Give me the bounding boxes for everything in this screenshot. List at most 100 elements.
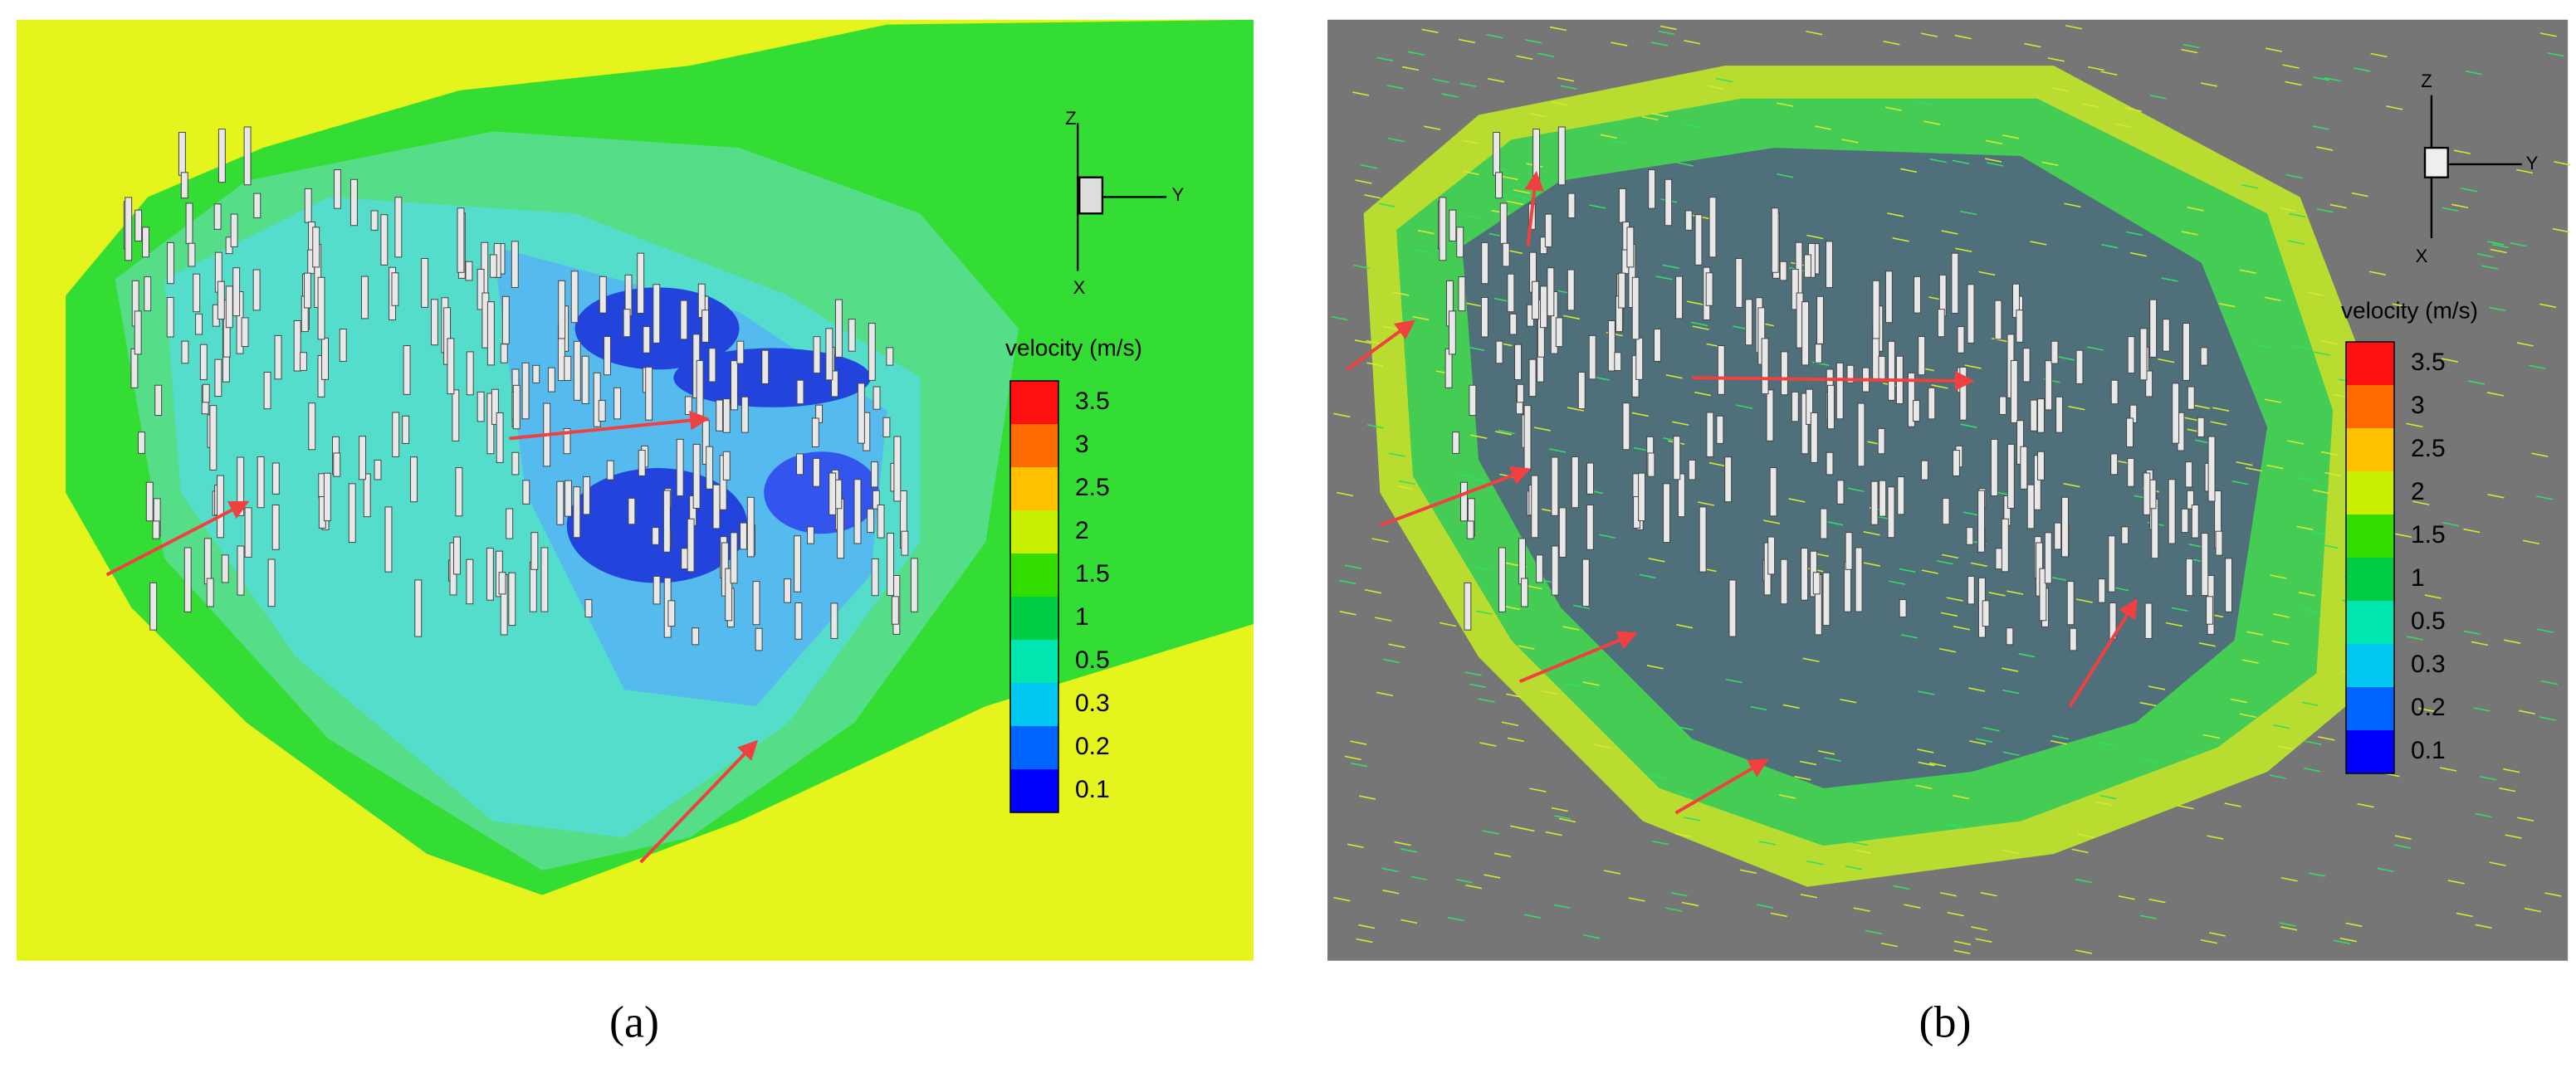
flow-vector bbox=[2394, 533, 2412, 539]
flow-vector bbox=[1854, 849, 1871, 854]
building bbox=[692, 443, 701, 509]
building bbox=[1708, 197, 1717, 258]
axis-label-x: X bbox=[1073, 277, 1086, 298]
building bbox=[1502, 242, 1510, 267]
building bbox=[522, 480, 530, 505]
flow-vector bbox=[2491, 243, 2509, 249]
building bbox=[1469, 384, 1477, 417]
flow-vector bbox=[2544, 892, 2562, 897]
building bbox=[2061, 496, 2069, 558]
legend-label: 0.3 bbox=[2411, 651, 2446, 678]
legend-swatch bbox=[2346, 644, 2394, 687]
building bbox=[1912, 400, 1920, 422]
flow-vector bbox=[2241, 184, 2259, 189]
building bbox=[1884, 271, 1893, 324]
flow-vector bbox=[2354, 67, 2371, 72]
building bbox=[1952, 450, 1960, 476]
flow-vector bbox=[1479, 742, 1497, 747]
flow-vector bbox=[1558, 817, 1576, 823]
building bbox=[645, 366, 653, 421]
flow-vector bbox=[2273, 724, 2290, 729]
flow-vector bbox=[2049, 576, 2066, 581]
building bbox=[830, 370, 838, 397]
building bbox=[1448, 310, 1456, 355]
flow-vector bbox=[1953, 940, 1971, 946]
flow-vector bbox=[2312, 125, 2329, 130]
flow-vector bbox=[2183, 749, 2200, 754]
flow-vector bbox=[2312, 76, 2330, 81]
flow-vector bbox=[1439, 622, 1457, 627]
legend-swatch bbox=[1010, 683, 1058, 726]
building bbox=[811, 417, 819, 447]
flow-vector bbox=[1511, 194, 1529, 199]
building bbox=[653, 284, 661, 344]
legend-label: 2.5 bbox=[2411, 435, 2446, 462]
building bbox=[447, 338, 455, 395]
flow-vector bbox=[1400, 919, 1418, 924]
legend-label: 2 bbox=[2411, 478, 2425, 505]
flow-vector bbox=[2531, 452, 2549, 457]
building bbox=[237, 545, 245, 596]
flow-vector bbox=[2316, 207, 2334, 213]
flow-vector bbox=[2047, 57, 2065, 62]
flow-vector bbox=[1697, 501, 1715, 506]
flow-vector bbox=[2050, 739, 2067, 745]
flow-vector bbox=[1466, 302, 1484, 308]
flow-vector bbox=[2230, 698, 2247, 704]
building bbox=[794, 602, 803, 640]
building bbox=[217, 475, 224, 539]
building bbox=[2054, 522, 2062, 550]
building bbox=[882, 417, 891, 437]
building bbox=[676, 438, 684, 497]
building bbox=[180, 172, 188, 199]
legend-swatch bbox=[1010, 769, 1058, 812]
building bbox=[2207, 436, 2216, 502]
flow-vector bbox=[1474, 566, 1492, 571]
flow-vector bbox=[1982, 727, 2000, 732]
flow-vector bbox=[2475, 924, 2492, 929]
flow-vector bbox=[2481, 265, 2499, 270]
building bbox=[901, 530, 909, 556]
flow-vector bbox=[1344, 564, 1361, 569]
building bbox=[613, 387, 622, 420]
building bbox=[202, 383, 210, 403]
flow-vector bbox=[2377, 867, 2394, 873]
flow-vector bbox=[2504, 639, 2521, 644]
flow-vector bbox=[1782, 704, 1800, 710]
building bbox=[225, 285, 233, 329]
flow-vector bbox=[1557, 76, 1575, 82]
building bbox=[217, 280, 225, 320]
flow-vector bbox=[2293, 344, 2310, 350]
flow-vector bbox=[1662, 264, 1679, 270]
flow-vector bbox=[1687, 300, 1704, 305]
flow-vector bbox=[2239, 713, 2256, 718]
flow-vector bbox=[1845, 865, 1863, 870]
flow-vector bbox=[1853, 907, 1870, 912]
flow-vector bbox=[1690, 321, 1708, 327]
building bbox=[1551, 545, 1559, 596]
flow-vector bbox=[1708, 461, 1726, 467]
flow-vector bbox=[1794, 775, 1811, 781]
flow-vector bbox=[1970, 562, 1987, 568]
building bbox=[360, 276, 369, 319]
flow-vector bbox=[1375, 617, 1392, 622]
flow-vector bbox=[1516, 55, 1533, 61]
flow-vector bbox=[1465, 884, 1483, 890]
flow-vector bbox=[2516, 342, 2534, 347]
flow-vector bbox=[2279, 922, 2296, 927]
flow-vector bbox=[2165, 622, 2183, 627]
building bbox=[1967, 575, 1975, 605]
flow-vector bbox=[2406, 422, 2423, 428]
flow-vector bbox=[1672, 421, 1689, 426]
flow-vector bbox=[2476, 252, 2494, 258]
building bbox=[1999, 396, 2007, 415]
building bbox=[466, 351, 474, 396]
flow-vector bbox=[1976, 738, 1993, 743]
legend-title: velocity (m/s) bbox=[1005, 334, 1142, 360]
flow-vector bbox=[1352, 91, 1370, 96]
building bbox=[1745, 299, 1753, 346]
flow-vector bbox=[1863, 562, 1880, 567]
building bbox=[1827, 384, 1835, 430]
flow-vector bbox=[2030, 241, 2047, 246]
building bbox=[134, 310, 142, 355]
